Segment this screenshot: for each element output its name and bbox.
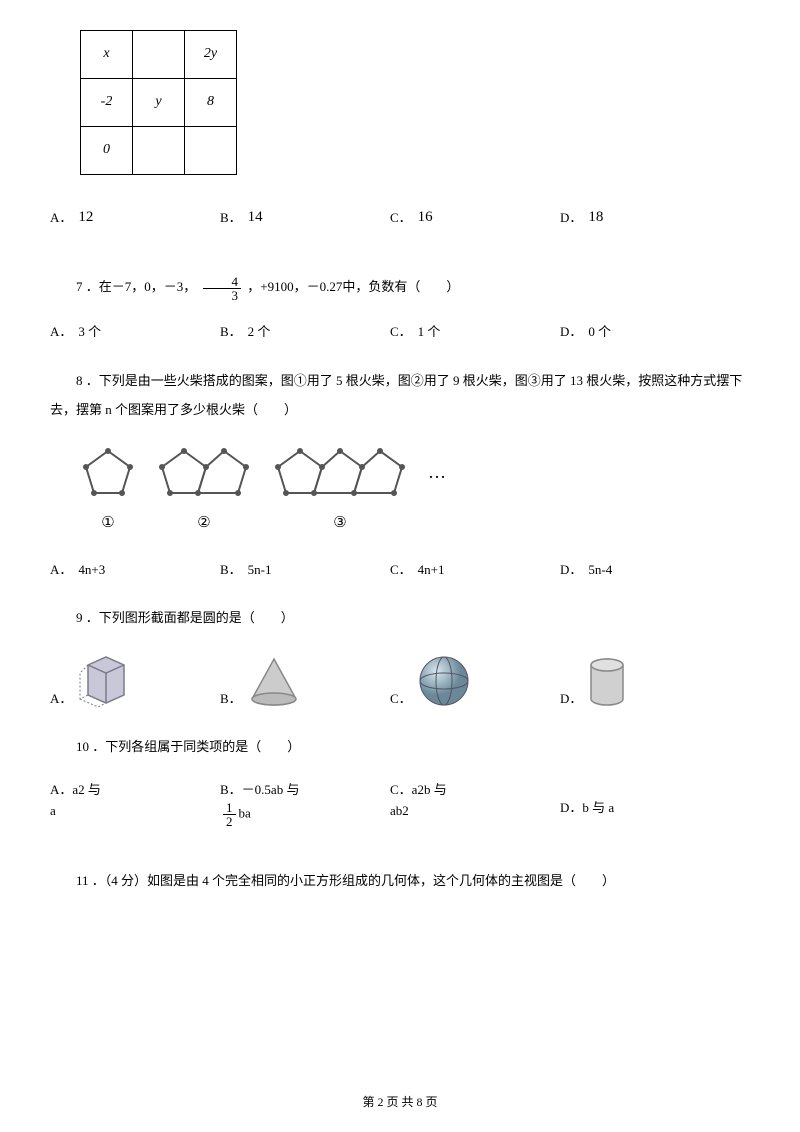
- q10-option-c: C．a2b 与 ab2: [390, 780, 560, 828]
- q9-shapes: A． B． C． D．: [50, 651, 750, 709]
- q8-text: 8 ．下列是由一些火柴搭成的图案，图①用了 5 根火柴，图②用了 9 根火柴，图…: [50, 367, 750, 424]
- cell-1-0: -2: [81, 79, 133, 127]
- q6-options: A．12 B．14 C．16 D．18: [50, 205, 750, 229]
- pentagon-figures: …: [80, 445, 750, 501]
- q6-option-a: A．12: [50, 205, 220, 229]
- q6-option-c: C．16: [390, 205, 560, 229]
- hexagonal-prism-icon: [76, 651, 136, 709]
- q6-option-d: D．18: [560, 205, 730, 229]
- cell-1-1: y: [133, 79, 185, 127]
- q7-option-b: B．2 个: [220, 322, 390, 343]
- pentagon-3-icon: [272, 445, 408, 501]
- q10-option-a: A．a2 与 a: [50, 780, 220, 828]
- magic-square-table: x 2y -2 y 8 0: [80, 30, 237, 175]
- cell-0-2: 2y: [185, 31, 237, 79]
- cell-0-0: x: [81, 31, 133, 79]
- cell-0-1: [133, 31, 185, 79]
- q9-option-b: B．: [220, 653, 390, 709]
- q10-text: 10 ．下列各组属于同类项的是（ ）: [50, 734, 750, 760]
- pentagon-2-icon: [156, 445, 252, 501]
- q8-option-d: D．5n-4: [560, 560, 730, 581]
- q8-options: A．4n+3 B．5n-1 C．4n+1 D．5n-4: [50, 560, 750, 581]
- q7-option-a: A．3 个: [50, 322, 220, 343]
- q11-text: 11 ．（4 分）如图是由 4 个完全相同的小正方形组成的几何体，这个几何体的主…: [50, 868, 750, 894]
- q9-option-d: D．: [560, 655, 730, 709]
- page-footer: 第 2 页 共 8 页: [0, 1093, 800, 1112]
- q8-option-b: B．5n-1: [220, 560, 390, 581]
- fraction-icon: 4 3: [203, 275, 242, 302]
- q9-option-c: C．: [390, 653, 560, 709]
- cylinder-icon: [586, 655, 628, 709]
- pentagon-labels: ① ② ③: [80, 511, 750, 535]
- q9-text: 9 ．下列图形截面都是圆的是（ ）: [50, 605, 750, 631]
- q7-options: A．3 个 B．2 个 C．1 个 D．0 个: [50, 322, 750, 343]
- q9-option-a: A．: [50, 651, 220, 709]
- q6-option-b: B．14: [220, 205, 390, 229]
- fraction-icon: 1 2: [223, 801, 236, 828]
- q8-option-c: C．4n+1: [390, 560, 560, 581]
- q10-option-b: B．－0.5ab 与 1 2 ba: [220, 780, 390, 828]
- q7-text: 7 ．在－7，0，－3， 4 3 ，+9100，－0.27中，负数有（ ）: [50, 274, 750, 302]
- cell-2-1: [133, 127, 185, 175]
- sphere-icon: [416, 653, 472, 709]
- pentagon-1-icon: [80, 445, 136, 501]
- cell-2-2: [185, 127, 237, 175]
- q10-options: A．a2 与 a B．－0.5ab 与 1 2 ba C．a2b 与 ab2 D…: [50, 780, 750, 828]
- q7-option-c: C．1 个: [390, 322, 560, 343]
- cone-icon: [246, 653, 302, 709]
- cell-2-0: 0: [81, 127, 133, 175]
- ellipsis: …: [428, 458, 446, 487]
- q8-option-a: A．4n+3: [50, 560, 220, 581]
- q10-option-d: D．b 与 a: [560, 780, 730, 828]
- cell-1-2: 8: [185, 79, 237, 127]
- q7-option-d: D．0 个: [560, 322, 730, 343]
